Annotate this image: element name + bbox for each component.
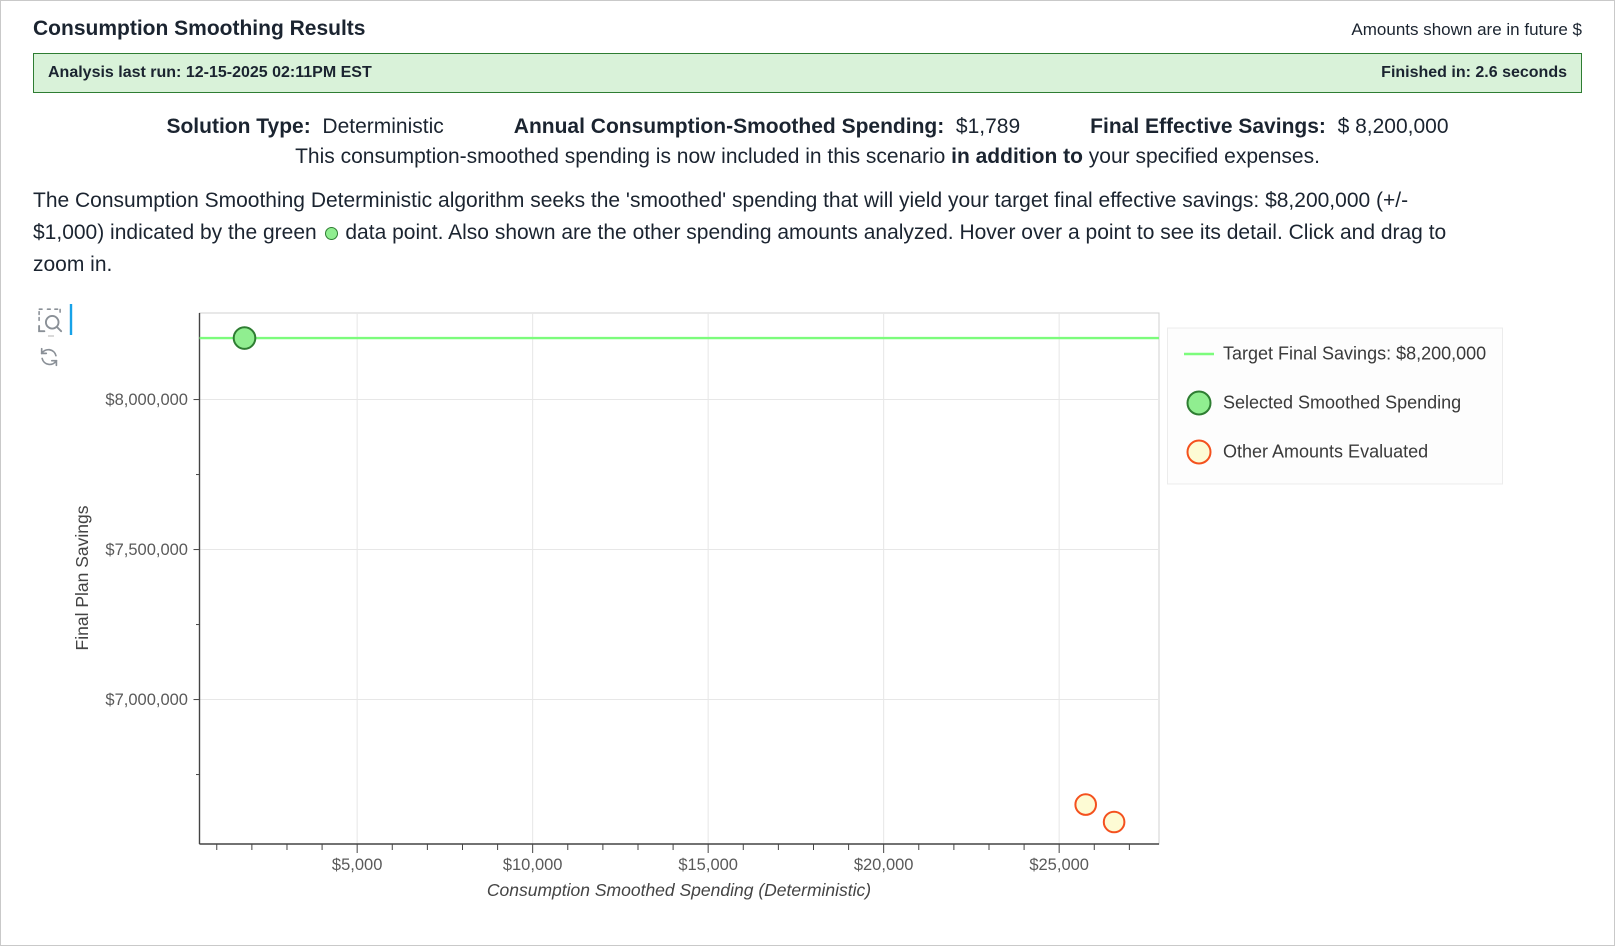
svg-text:$20,000: $20,000 xyxy=(854,856,914,874)
svg-text:Other Amounts Evaluated: Other Amounts Evaluated xyxy=(1223,442,1428,462)
svg-text:Consumption Smoothed Spending: Consumption Smoothed Spending (Determini… xyxy=(487,880,871,900)
svg-text:$7,500,000: $7,500,000 xyxy=(105,541,188,559)
svg-text:$25,000: $25,000 xyxy=(1029,856,1089,874)
svg-text:$5,000: $5,000 xyxy=(332,856,382,874)
svg-text:Final Plan Savings: Final Plan Savings xyxy=(72,505,92,650)
svg-text:Selected Smoothed Spending: Selected Smoothed Spending xyxy=(1223,393,1461,413)
svg-text:$10,000: $10,000 xyxy=(503,856,563,874)
svg-text:$15,000: $15,000 xyxy=(678,856,738,874)
svg-text:Target Final Savings: $8,200,0: Target Final Savings: $8,200,000 xyxy=(1223,344,1486,364)
svg-text:$8,000,000: $8,000,000 xyxy=(105,391,188,409)
svg-text:$7,000,000: $7,000,000 xyxy=(105,691,188,709)
